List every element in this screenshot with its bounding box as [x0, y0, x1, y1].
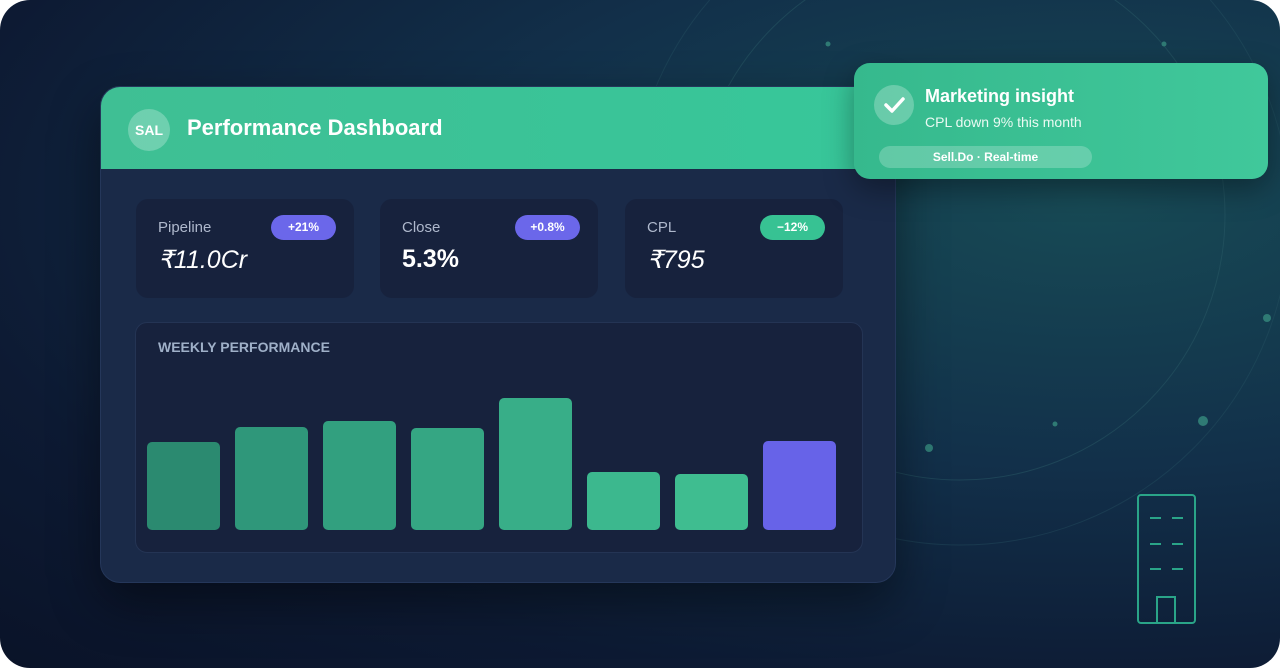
notification: Marketing insight CPL down 9% this month… [854, 63, 1268, 179]
bar [323, 421, 396, 530]
bar [147, 442, 220, 530]
bar [763, 441, 836, 530]
notification-title: Marketing insight [925, 86, 1075, 106]
kpi-change: −12% [760, 215, 825, 240]
dot [1161, 41, 1167, 47]
logo: SAL [128, 109, 170, 151]
kpi-label: Pipeline [158, 219, 212, 236]
notification-tag: Sell.Do · Real-time [879, 146, 1092, 168]
kpi-change: +21% [271, 215, 336, 240]
bar [411, 428, 484, 530]
dot [1263, 314, 1271, 322]
chart-title: WEEKLY PERFORMANCE [158, 339, 330, 355]
kpi-label: CPL [647, 219, 677, 236]
building-icon [1137, 494, 1196, 624]
kpi-change: +0.8% [515, 215, 580, 240]
bar [675, 474, 748, 530]
kpi-value: ₹11.0Cr [158, 246, 248, 274]
kpi-value: ₹795 [647, 246, 705, 274]
bar-chart [147, 398, 836, 530]
kpi-card: Close 5.3% +0.8% [380, 199, 598, 298]
dot [1052, 421, 1058, 427]
check-icon [874, 85, 914, 125]
kpi-value: 5.3% [402, 245, 459, 273]
dot [925, 444, 933, 452]
kpi-label: Close [402, 219, 441, 236]
notification-message: CPL down 9% this month [925, 114, 1082, 130]
kpi-card: Pipeline ₹11.0Cr +21% [136, 199, 354, 298]
chart-panel: WEEKLY PERFORMANCE [135, 322, 863, 553]
dashboard-header: SAL Performance Dashboard [101, 87, 895, 169]
dashboard-card: SAL Performance Dashboard Pipeline ₹11.0… [100, 86, 896, 583]
bar [587, 472, 660, 530]
dot [1198, 416, 1208, 426]
bar [235, 427, 308, 530]
dot [825, 41, 831, 47]
dashboard-title: Performance Dashboard [187, 115, 443, 140]
bar [499, 398, 572, 530]
kpi-card: CPL ₹795 −12% [625, 199, 843, 298]
